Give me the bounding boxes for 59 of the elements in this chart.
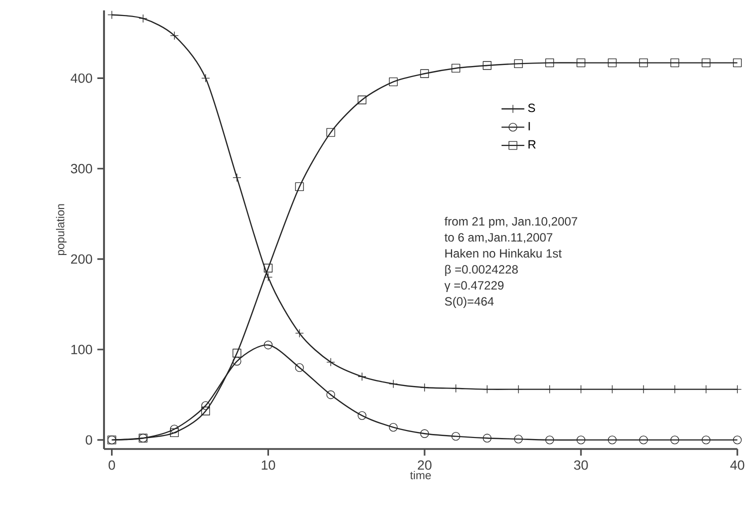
point xyxy=(264,340,273,350)
point xyxy=(232,356,242,366)
point xyxy=(420,429,429,438)
point xyxy=(452,64,460,73)
point xyxy=(514,434,523,444)
point xyxy=(201,401,210,410)
point xyxy=(170,428,179,438)
y-tick-label: 0 xyxy=(86,435,92,445)
annotation: to 6 am,Jan.11,2007 xyxy=(444,233,552,244)
point xyxy=(702,58,710,68)
point xyxy=(639,436,648,444)
x-tick-label: 0 xyxy=(108,460,116,470)
point xyxy=(170,424,179,434)
point xyxy=(358,96,366,104)
x-tick-label: 40 xyxy=(730,460,744,470)
point xyxy=(420,69,429,78)
point xyxy=(670,58,680,68)
point xyxy=(326,390,336,400)
annotation: Haken no Hinkaku 1st xyxy=(445,248,562,258)
x-tick-label: 10 xyxy=(262,460,276,470)
x-tick-label: 30 xyxy=(574,460,588,470)
y-tick-label: 400 xyxy=(70,73,92,83)
legend-label: S xyxy=(528,104,536,112)
point xyxy=(295,182,304,192)
annotation: S(0)=464 xyxy=(444,296,494,308)
point xyxy=(295,363,304,372)
y-tick-label: 200 xyxy=(71,254,92,264)
point xyxy=(232,348,242,358)
point xyxy=(264,264,273,272)
point xyxy=(358,411,366,420)
point xyxy=(608,58,617,68)
point xyxy=(733,58,742,68)
point xyxy=(576,436,586,444)
point xyxy=(514,59,523,68)
y-axis-title: population xyxy=(56,204,67,256)
point xyxy=(733,436,742,444)
point xyxy=(201,406,210,416)
point xyxy=(545,58,554,68)
point xyxy=(452,432,460,441)
point xyxy=(482,61,492,70)
annotation: from 21 pm, Jan.10,2007 xyxy=(444,216,578,228)
y-tick-label: 300 xyxy=(70,164,92,174)
point xyxy=(545,436,554,444)
point xyxy=(576,58,586,68)
point xyxy=(608,436,617,444)
point xyxy=(639,58,648,68)
point xyxy=(702,436,710,444)
point xyxy=(482,434,492,442)
point xyxy=(388,77,398,86)
point xyxy=(326,128,336,137)
annotation: β =0.0024228 xyxy=(445,264,518,276)
point xyxy=(388,422,398,432)
annotation: γ =0.47229 xyxy=(444,281,504,292)
x-axis-title: time xyxy=(410,470,431,480)
legend-label: R xyxy=(528,140,536,149)
x-tick-label: 20 xyxy=(418,460,432,470)
y-tick-label: 100 xyxy=(71,344,92,354)
legend-label: I xyxy=(528,122,530,130)
point xyxy=(670,436,680,444)
